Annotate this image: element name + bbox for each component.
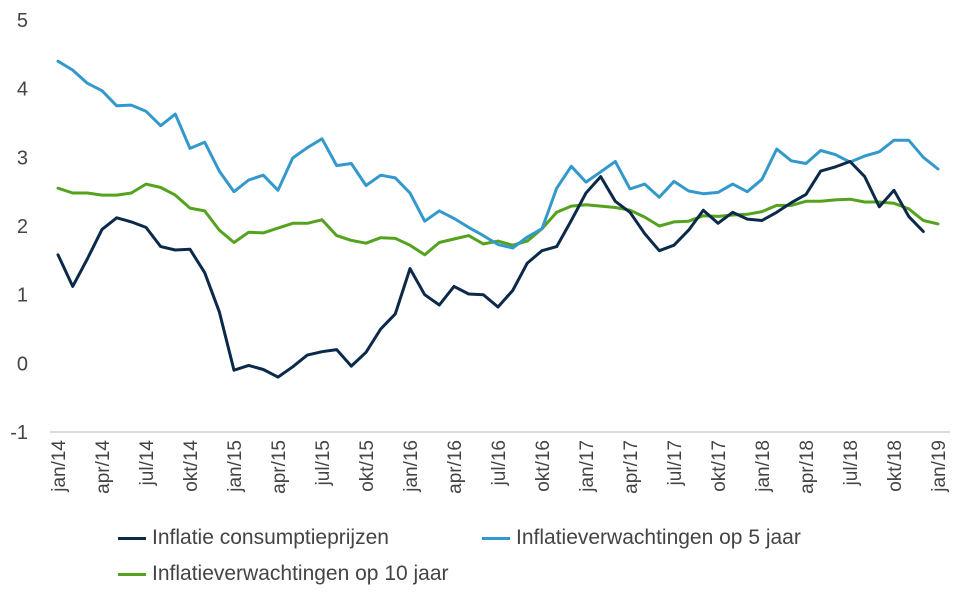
x-tick-label: apr/17 [621,440,642,494]
x-tick-label: jul/18 [841,440,862,486]
y-tick-label: 4 [17,79,28,101]
x-tick-label: jul/15 [313,440,334,486]
series-line-10y [56,182,940,257]
x-tick-label: okt/15 [357,440,378,492]
series-line-5y [56,59,940,250]
x-tick-label: jul/14 [137,440,158,487]
y-axis-ticks: -1 0 1 2 3 4 5 [10,10,28,444]
x-tick-label: okt/18 [885,440,906,492]
legend-label-5y: Inflatieverwachtingen op 5 jaar [516,526,801,549]
x-tick-label: apr/15 [269,440,290,494]
y-tick-label: 1 [17,285,28,307]
x-tick-label: okt/14 [181,440,202,492]
legend-item-10y: Inflatieverwachtingen op 10 jaar [118,562,449,586]
y-tick-label: 5 [17,10,28,32]
x-tick-label: jan/15 [225,440,246,493]
x-tick-label: okt/16 [533,440,554,492]
legend-item-5y: Inflatieverwachtingen op 5 jaar [482,526,801,550]
y-tick-label: 3 [17,147,28,169]
x-tick-label: jul/17 [665,440,686,486]
x-tick-label: jan/14 [49,440,70,493]
legend-label-cpi: Inflatie consumptieprijzen [152,526,389,549]
series-layer [56,59,940,379]
legend-swatch-10y [118,572,146,576]
x-tick-label: jan/19 [929,440,950,493]
x-axis-ticks: jan/14 apr/14 jul/14 okt/14 jan/15 apr/15 jul/… [49,440,950,494]
y-tick-label: 0 [17,353,28,375]
legend-swatch-5y [482,536,510,540]
x-tick-label: apr/14 [93,440,114,494]
y-tick-label: -1 [10,422,28,444]
x-tick-label: jan/18 [753,440,774,493]
legend-swatch-cpi [118,536,146,540]
x-tick-label: okt/17 [709,440,730,492]
x-tick-label: jan/16 [401,440,422,493]
x-tick-label: apr/18 [797,440,818,494]
legend-item-cpi: Inflatie consumptieprijzen [118,526,389,550]
x-tick-label: apr/16 [445,440,466,494]
legend-label-10y: Inflatieverwachtingen op 10 jaar [152,562,449,585]
x-tick-label: jan/17 [577,440,598,493]
x-tick-label: jul/16 [489,440,510,486]
series-line-cpi [56,160,925,379]
y-tick-label: 2 [17,216,28,238]
